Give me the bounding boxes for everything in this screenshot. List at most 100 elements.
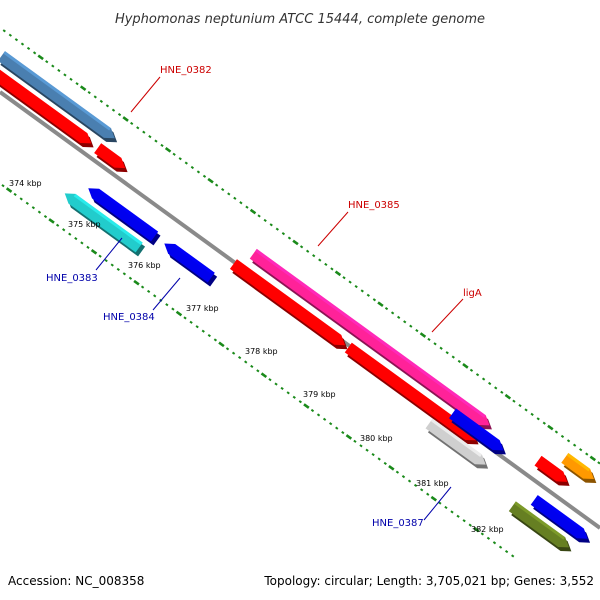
tick-mark	[438, 501, 442, 505]
tick-mark	[372, 298, 377, 302]
tick-mark	[122, 116, 129, 122]
gene-label-liga: ligA	[463, 288, 482, 299]
tick-mark	[20, 42, 25, 46]
tick-mark	[511, 554, 515, 558]
tick-mark	[383, 461, 387, 465]
tick-mark	[384, 306, 389, 311]
tick-label-377: 377 kbp	[186, 304, 219, 313]
tick-label-375: 375 kbp	[68, 220, 101, 229]
tick-mark	[498, 545, 503, 549]
tick-mark	[233, 196, 237, 200]
tick-mark	[239, 201, 243, 205]
tick-mark	[63, 73, 67, 77]
tick-mark	[318, 258, 322, 262]
tick-mark	[330, 267, 334, 271]
tick-mark	[142, 130, 146, 134]
gene-blue-380	[448, 408, 506, 455]
gene-features	[0, 51, 597, 552]
tick-mark	[231, 351, 236, 355]
tick-mark	[178, 157, 182, 161]
tick-label-378: 378 kbp	[245, 347, 278, 356]
tick-mark	[25, 201, 29, 205]
tick-mark	[334, 270, 342, 277]
tick-mark	[221, 187, 225, 192]
tick-mark	[111, 108, 116, 112]
tick-mark	[257, 214, 261, 218]
tick-mark	[468, 523, 472, 527]
tick-mark	[43, 214, 48, 219]
tick-mark	[488, 381, 492, 386]
tick-mark	[512, 399, 516, 403]
tick-mark	[450, 510, 454, 514]
tick-mark	[500, 390, 504, 394]
gene-red-small	[534, 455, 570, 486]
tick-mark	[32, 51, 37, 55]
gene-hne-0383	[64, 193, 146, 257]
tick-mark	[299, 245, 304, 249]
tick-mark	[348, 280, 352, 284]
tick-mark	[80, 241, 84, 245]
tick-mark	[481, 377, 486, 381]
tick-mark	[371, 453, 375, 457]
tick-mark	[175, 310, 183, 317]
tick-mark	[99, 99, 103, 103]
tick-mark	[341, 430, 345, 435]
tick-mark	[268, 378, 272, 382]
leader-hne-0382	[130, 76, 161, 113]
tick-mark	[62, 228, 66, 232]
tick-mark	[133, 279, 140, 286]
accession-text: Accession: NC_008358	[8, 574, 145, 588]
tick-mark	[456, 514, 460, 518]
gene-hne-0382-a	[0, 69, 94, 148]
tick-mark	[395, 470, 400, 474]
tick-mark	[249, 208, 257, 215]
tick-label-379: 379 kbp	[303, 390, 336, 399]
label-leader-lines	[95, 76, 464, 521]
gene-label-hne-0384: HNE_0384	[103, 312, 155, 323]
tick-mark	[37, 54, 44, 61]
tick-mark	[469, 368, 474, 372]
tick-mark	[87, 90, 91, 95]
tick-mark	[110, 263, 114, 267]
tick-mark	[171, 307, 175, 311]
tick-mark	[329, 422, 333, 426]
tick-mark	[136, 126, 140, 130]
tick-mark	[116, 267, 120, 271]
tick-mark	[444, 505, 448, 510]
tick-mark	[377, 301, 384, 307]
tick-mark	[37, 210, 42, 214]
tick-mark	[275, 227, 279, 231]
tick-mark	[524, 408, 528, 412]
tick-mark	[196, 170, 201, 174]
tick-mark	[98, 254, 102, 258]
tick-mark	[547, 424, 554, 431]
tick-mark	[585, 452, 589, 456]
tick-mark	[281, 232, 286, 236]
tick-mark	[530, 412, 534, 416]
tick-mark	[57, 68, 61, 73]
tick-mark	[439, 346, 443, 350]
tick-mark	[269, 223, 273, 227]
tick-mark	[147, 289, 151, 294]
tick-mark	[312, 254, 316, 258]
tick-mark	[390, 311, 395, 315]
tick-mark	[401, 475, 406, 479]
gene-steelblue-top	[0, 51, 118, 143]
tick-mark	[286, 391, 290, 395]
gene-liga	[344, 342, 479, 445]
tick-mark	[536, 417, 540, 421]
tick-mark	[140, 285, 145, 289]
leader-liga	[431, 298, 464, 333]
tick-mark	[292, 239, 299, 246]
gene-olive	[508, 501, 572, 552]
tick-mark	[345, 434, 353, 440]
tick-mark	[303, 403, 310, 409]
tick-mark	[201, 329, 205, 333]
tick-mark	[69, 77, 73, 81]
tick-mark	[104, 259, 108, 263]
tick-mark	[354, 284, 358, 289]
tick-mark	[504, 549, 509, 554]
tick-mark	[1, 184, 5, 188]
tick-mark	[451, 355, 455, 359]
tick-label-380: 380 kbp	[360, 434, 393, 443]
